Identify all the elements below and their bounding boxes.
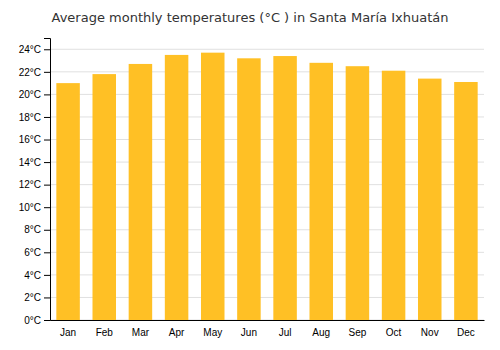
title: Average monthly temperatures (°C ) in Sa… [52, 10, 449, 25]
bar [382, 71, 406, 320]
tick-mark [44, 117, 50, 118]
tick-label: Nov [421, 327, 439, 338]
tick: 8°C [24, 224, 50, 235]
tick: 4°C [24, 270, 50, 281]
tick-label: Jul [279, 327, 292, 338]
tick: 12°C [19, 179, 50, 190]
tick-label: Apr [169, 327, 185, 338]
tick-mark [44, 207, 50, 208]
tick-label: May [203, 327, 222, 338]
tick-mark [44, 230, 50, 231]
tick-label: Mar [132, 327, 150, 338]
tick-mark [44, 320, 50, 321]
tick: 20°C [19, 89, 50, 100]
tick: 24°C [19, 44, 50, 55]
tick-label: 8°C [24, 224, 41, 235]
tick: Dec [457, 327, 475, 338]
tick: 6°C [24, 247, 50, 258]
tick-label: Sep [349, 327, 367, 338]
tick-mark [44, 162, 50, 163]
bar [418, 79, 442, 320]
tick-label: 12°C [19, 179, 41, 190]
tick: Apr [169, 327, 185, 338]
bars [56, 53, 477, 320]
tick-label: 6°C [24, 247, 41, 258]
bar [273, 56, 297, 320]
bar [237, 58, 261, 320]
tick: Jan [60, 327, 76, 338]
tick: Jul [279, 327, 292, 338]
bar [309, 63, 333, 320]
tick-mark [44, 252, 50, 253]
bar [129, 64, 153, 320]
tick-label: Oct [386, 327, 402, 338]
tick: Oct [386, 327, 402, 338]
grid [50, 49, 484, 320]
tick-label: Aug [312, 327, 330, 338]
tick-mark [44, 275, 50, 276]
chart: 0°C 2°C 4°C 6°C 8°C 10°C 12°C 14°C 16°C 18°C 20°C 2… [0, 0, 500, 350]
tick: 18°C [19, 112, 50, 123]
tick-label: 16°C [19, 134, 41, 145]
tick-mark [44, 140, 50, 141]
tick-mark [44, 94, 50, 95]
tick-label: Jan [60, 327, 76, 338]
tick-mark [44, 297, 50, 298]
x-axis: Jan Feb Mar Apr May Jun Jul Aug Sep Oct Nov Dec [51, 321, 485, 339]
axis-line [51, 320, 485, 321]
plot: 0°C 2°C 4°C 6°C 8°C 10°C 12°C 14°C 16°C 18°C 20°C 2… [19, 39, 485, 339]
bar [92, 74, 116, 320]
tick: Jun [241, 327, 257, 338]
bar [454, 82, 478, 320]
y-axis: 0°C 2°C 4°C 6°C 8°C 10°C 12°C 14°C 16°C 18°C 20°C 2… [19, 39, 51, 326]
tick-mark [44, 185, 50, 186]
tick-label: Jun [241, 327, 257, 338]
tick-mark [44, 49, 50, 50]
tick: Feb [96, 327, 114, 338]
tick-label: 10°C [19, 202, 41, 213]
tick-label: 24°C [19, 44, 41, 55]
tick: 16°C [19, 134, 50, 145]
tick: Nov [421, 327, 439, 338]
grid-line [50, 71, 484, 72]
tick-label: 22°C [19, 67, 41, 78]
grid-line [50, 49, 484, 50]
tick: 2°C [24, 292, 50, 303]
tick: 14°C [19, 157, 50, 168]
tick: 10°C [19, 202, 50, 213]
tick-mark [44, 72, 50, 73]
tick-label: 18°C [19, 112, 41, 123]
tick-label: 4°C [24, 270, 41, 281]
tick: May [203, 327, 222, 338]
tick: Sep [349, 327, 367, 338]
tick: 0°C [24, 315, 50, 326]
tick: Aug [312, 327, 330, 338]
axis-line [44, 39, 51, 321]
tick-label: 20°C [19, 89, 41, 100]
tick-label: 2°C [24, 292, 41, 303]
tick-label: Feb [96, 327, 114, 338]
bar [201, 53, 225, 320]
tick-label: 14°C [19, 157, 41, 168]
tick: Mar [132, 327, 150, 338]
bar [56, 83, 80, 320]
tick-label: 0°C [24, 315, 41, 326]
bar [165, 55, 189, 320]
tick: 22°C [19, 67, 50, 78]
tick-label: Dec [457, 327, 475, 338]
bar [346, 66, 370, 320]
